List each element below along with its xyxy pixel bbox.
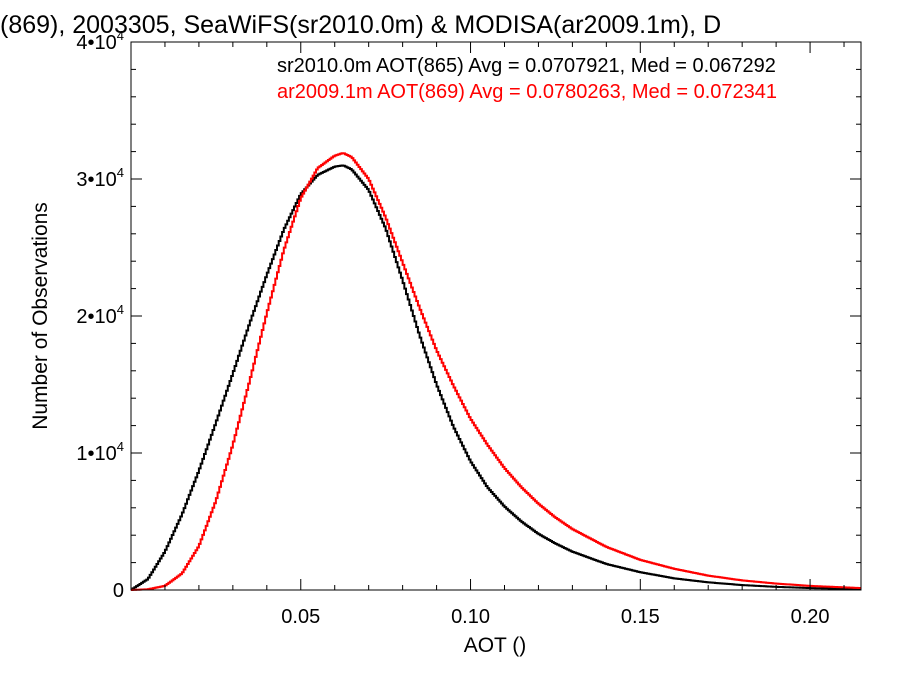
y-tick-label: 3•104 [76, 165, 124, 191]
legend-entry-series-2: ar2009.1m AOT(869) Avg = 0.0780263, Med … [277, 81, 777, 103]
y-tick-label: 4•104 [76, 28, 124, 54]
x-tick-label: 0.05 [281, 606, 320, 628]
y-tick-label: 1•104 [76, 439, 124, 465]
x-axis-label: AOT () [464, 634, 527, 657]
plot-frame [130, 41, 862, 591]
y-tick-exponent: 4 [117, 439, 124, 454]
legend-entry-series-1: sr2010.0m AOT(865) Avg = 0.0707921, Med … [277, 55, 776, 77]
series-line-1 [131, 164, 861, 591]
y-axis-label: Number of Observations [29, 202, 52, 430]
y-tick-exponent: 4 [117, 28, 124, 43]
x-tick-label: 0.15 [621, 606, 660, 628]
series-line-2 [131, 152, 861, 591]
y-tick-label: 0 [113, 580, 124, 602]
chart-title: (869), 2003305, SeaWiFS(sr2010.0m) & MOD… [0, 11, 721, 39]
y-tick-mantissa: 2•10 [76, 306, 116, 328]
x-tick-label: 0.10 [451, 606, 490, 628]
y-tick-mantissa: 0 [113, 580, 124, 602]
y-tick-mantissa: 4•10 [76, 32, 116, 54]
y-tick-exponent: 4 [117, 165, 124, 180]
y-tick-mantissa: 1•10 [76, 443, 116, 465]
x-tick-label: 0.20 [791, 606, 830, 628]
y-tick-label: 2•104 [76, 302, 124, 328]
y-tick-mantissa: 3•10 [76, 169, 116, 191]
y-tick-exponent: 4 [117, 302, 124, 317]
